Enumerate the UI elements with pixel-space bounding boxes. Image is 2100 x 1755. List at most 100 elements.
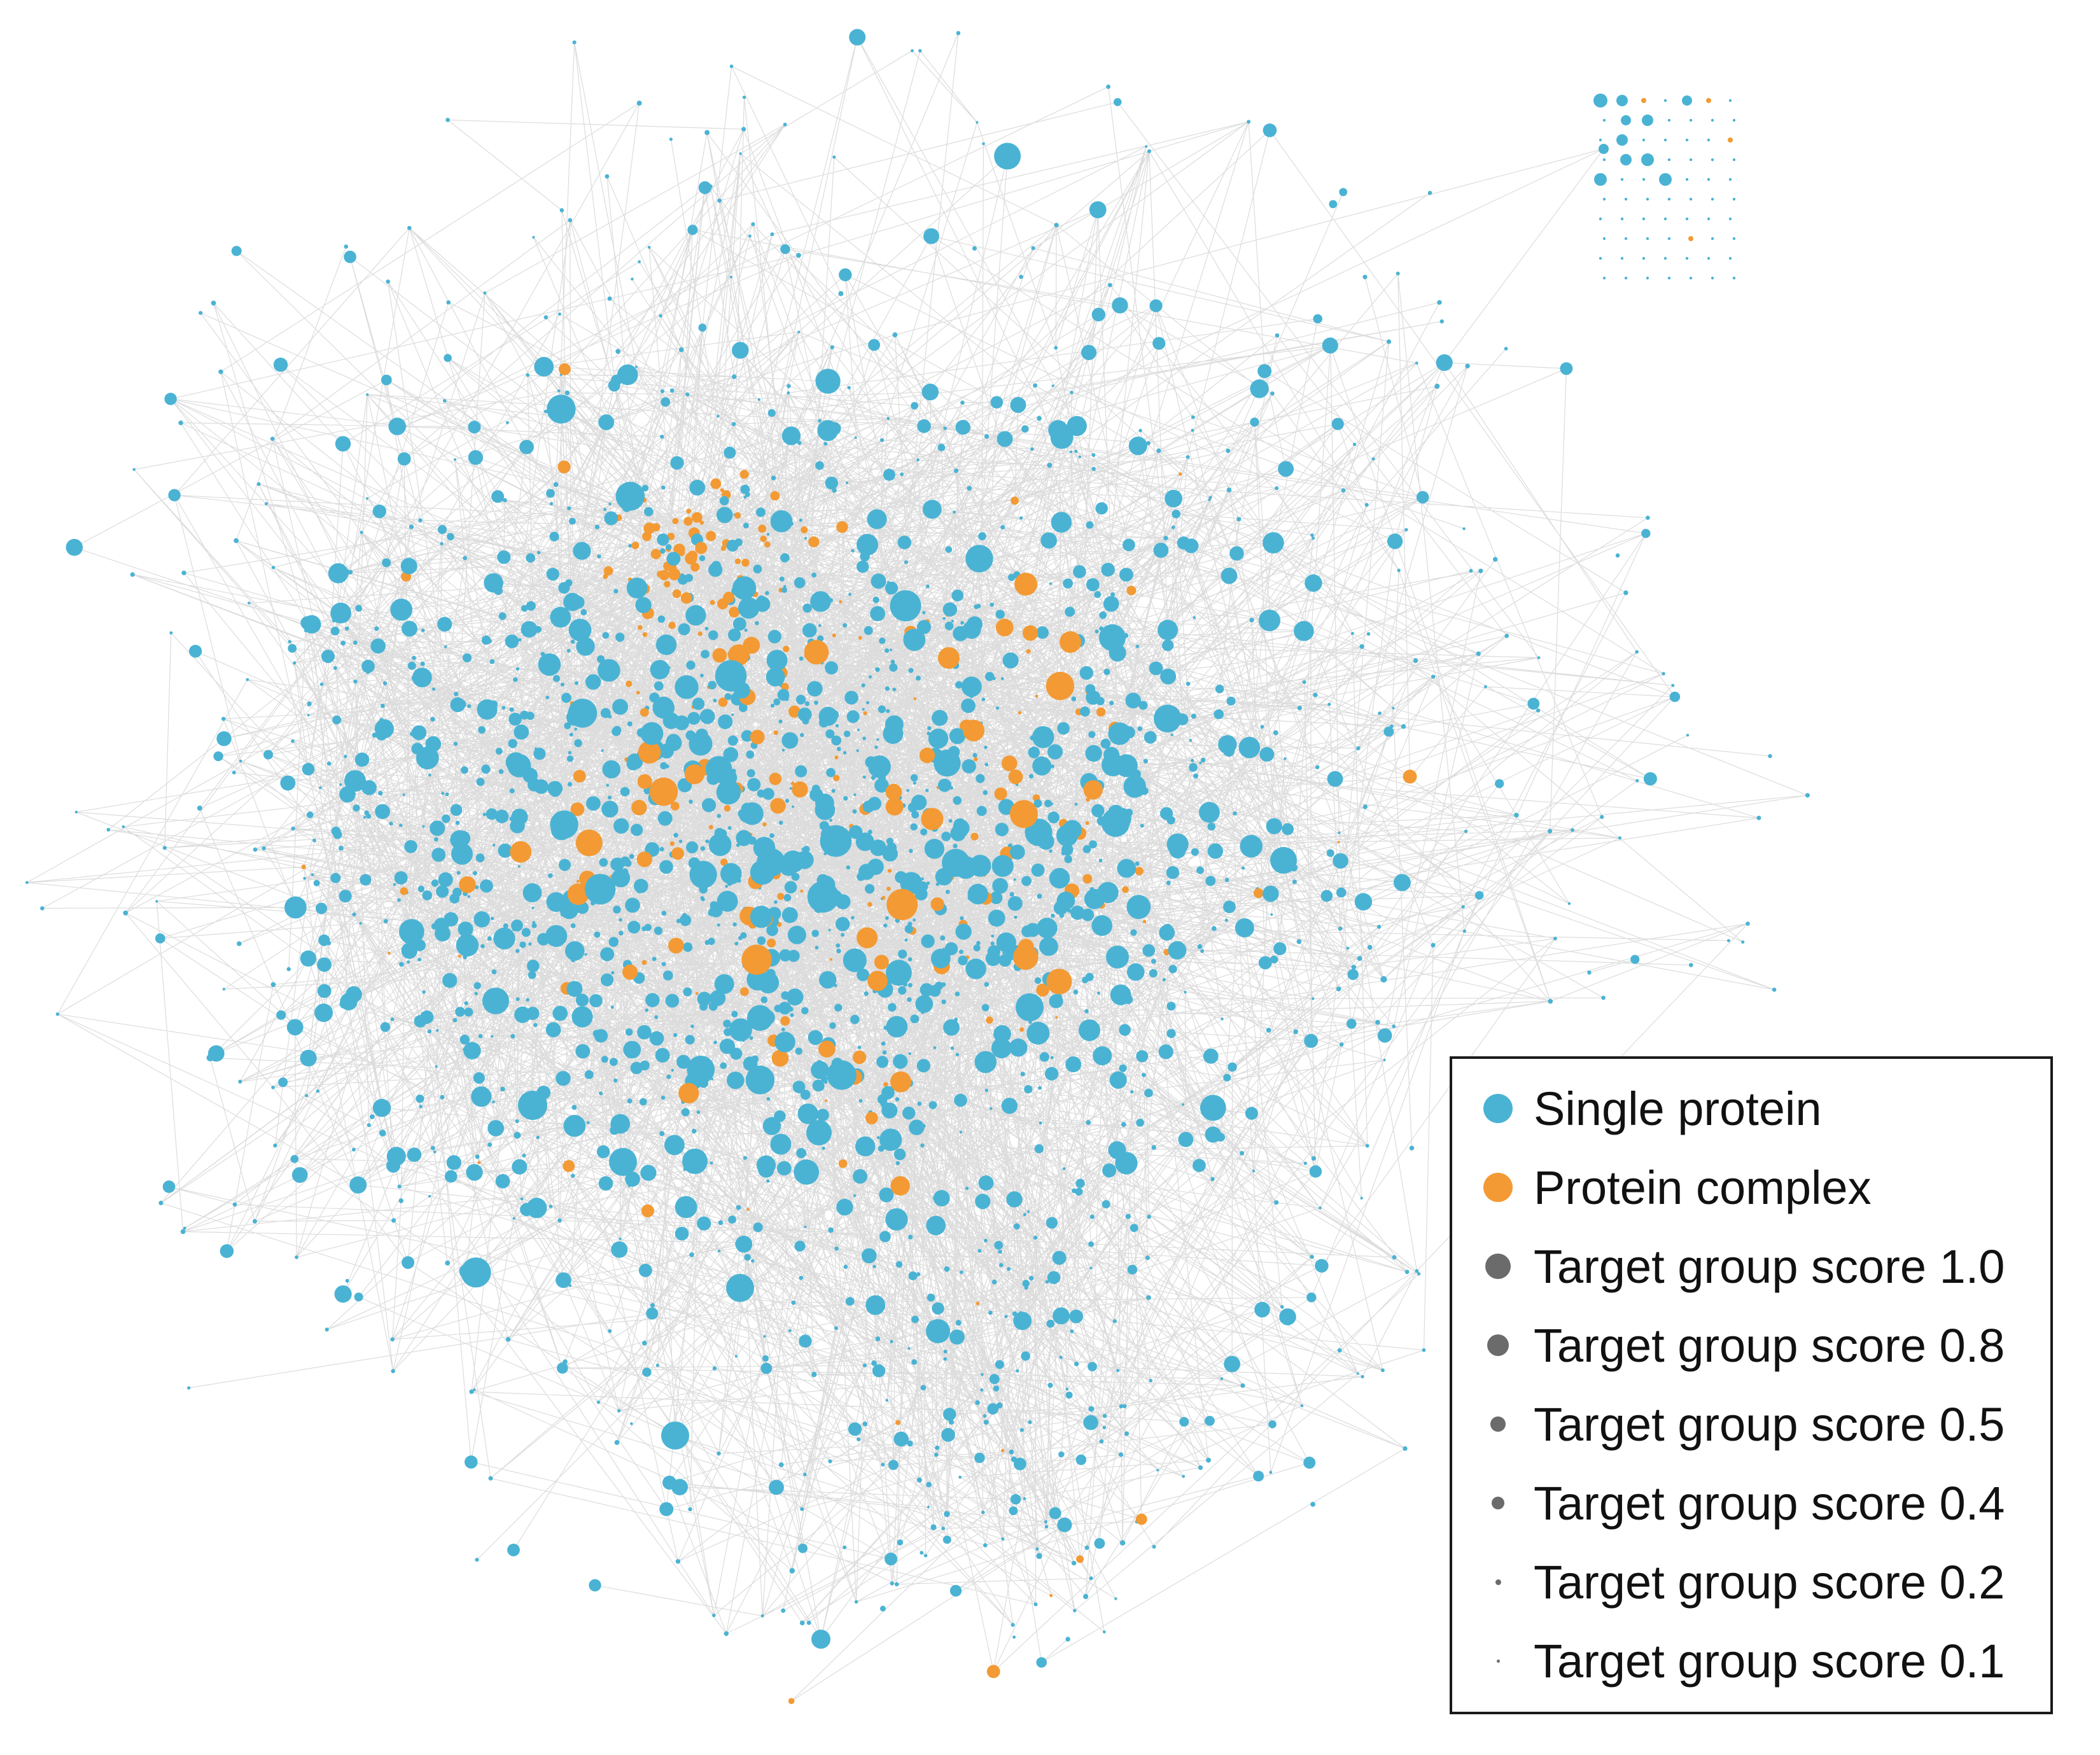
single-protein-node	[718, 714, 733, 729]
single-protein-node	[991, 1279, 997, 1285]
single-protein-node	[921, 934, 935, 948]
single-protein-node	[890, 590, 921, 622]
single-protein-node	[836, 943, 841, 948]
single-protein-node	[1037, 893, 1042, 899]
single-protein-node	[879, 1231, 891, 1243]
single-protein-node	[1044, 1520, 1047, 1524]
single-protein-node	[1208, 498, 1211, 501]
protein-complex-node	[510, 841, 532, 863]
single-protein-node	[671, 1479, 688, 1495]
single-protein-node	[512, 1217, 515, 1220]
single-protein-node	[469, 1389, 474, 1394]
isolated-protein-node	[1602, 118, 1606, 122]
single-protein-node	[978, 532, 986, 541]
protein-complex-node	[729, 606, 740, 618]
single-protein-node	[366, 497, 369, 500]
single-protein-node	[1300, 1404, 1304, 1408]
single-protein-node	[615, 482, 645, 511]
single-protein-node	[1094, 591, 1102, 598]
single-protein-node	[704, 130, 710, 136]
score-marker	[1487, 1334, 1509, 1356]
single-protein-node	[1383, 1058, 1386, 1061]
single-protein-node	[944, 1511, 950, 1518]
single-protein-node	[369, 1114, 375, 1119]
single-protein-node	[815, 799, 836, 820]
single-protein-node	[845, 1297, 855, 1306]
single-protein-node	[1121, 1122, 1126, 1127]
isolated-protein-node	[1594, 173, 1607, 186]
single-protein-node	[482, 988, 509, 1014]
protein-complex-node	[746, 1208, 750, 1211]
single-protein-node	[352, 912, 356, 917]
single-protein-node	[908, 1234, 913, 1240]
single-protein-node	[1102, 1200, 1110, 1208]
single-protein-node	[911, 794, 927, 811]
single-protein-node	[430, 1145, 435, 1150]
single-protein-node	[885, 686, 890, 691]
single-protein-node	[853, 793, 857, 796]
single-protein-node	[1362, 274, 1368, 279]
single-protein-node	[1337, 1348, 1342, 1353]
protein-complex-node	[567, 883, 589, 905]
isolated-protein-node	[1593, 94, 1607, 108]
single-protein-node	[743, 522, 749, 529]
single-protein-node	[1478, 568, 1483, 573]
protein-complex-node	[563, 1160, 575, 1172]
single-protein-node	[566, 648, 571, 653]
single-protein-node	[576, 637, 595, 656]
single-protein-node	[1109, 701, 1114, 706]
score-marker	[1492, 1497, 1504, 1509]
single-protein-node	[717, 199, 722, 203]
single-protein-node	[430, 717, 435, 722]
single-protein-node	[316, 1089, 320, 1093]
protein-complex-node	[801, 526, 808, 534]
single-protein-node	[1045, 1066, 1059, 1080]
single-protein-node	[700, 673, 704, 678]
single-protein-node	[1361, 1374, 1364, 1379]
single-protein-node	[724, 446, 736, 459]
isolated-protein-node	[1620, 256, 1624, 260]
single-protein-node	[769, 833, 774, 838]
protein-complex-node	[770, 798, 786, 814]
legend-item-score-1-0: Target group score 1.0	[1452, 1227, 2050, 1306]
single-protein-node	[312, 838, 316, 843]
protein-complex-node	[1135, 867, 1144, 876]
single-protein-node	[1143, 759, 1148, 764]
single-protein-node	[1147, 1214, 1151, 1219]
single-protein-node	[965, 545, 993, 573]
single-protein-node	[557, 1362, 568, 1374]
protein-complex-node	[400, 887, 408, 895]
single-protein-node	[937, 778, 951, 792]
single-protein-node	[1386, 339, 1392, 344]
single-protein-node	[917, 1101, 922, 1106]
single-protein-node	[892, 687, 897, 692]
single-protein-node	[1127, 1264, 1138, 1275]
single-protein-node	[951, 619, 954, 623]
protein-complex-node	[1035, 694, 1039, 698]
single-protein-node	[1039, 937, 1058, 956]
single-protein-node	[608, 1329, 612, 1333]
single-protein-node	[510, 1034, 515, 1038]
single-protein-node	[885, 582, 899, 595]
single-protein-node	[1553, 937, 1557, 940]
legend-item-score-0-1: Target group score 0.1	[1452, 1621, 2050, 1700]
single-protein-node	[557, 312, 561, 316]
single-protein-node	[1140, 823, 1144, 828]
single-protein-node	[659, 1502, 674, 1516]
single-protein-node	[732, 342, 749, 359]
single-protein-node	[698, 181, 711, 194]
single-protein-node	[978, 1175, 994, 1191]
protein-complex-node	[718, 697, 728, 707]
single-protein-node	[1263, 885, 1279, 902]
single-protein-node	[787, 925, 806, 944]
single-protein-node	[962, 620, 981, 639]
single-protein-node	[1037, 416, 1042, 421]
single-protein-node	[942, 1535, 951, 1544]
single-protein-node	[506, 421, 509, 424]
single-protein-node	[1088, 1406, 1095, 1412]
single-protein-node	[232, 771, 236, 774]
single-protein-node	[1099, 1439, 1104, 1444]
single-protein-marker	[1483, 1094, 1513, 1123]
single-protein-node	[421, 628, 425, 633]
single-protein-node	[797, 330, 801, 333]
